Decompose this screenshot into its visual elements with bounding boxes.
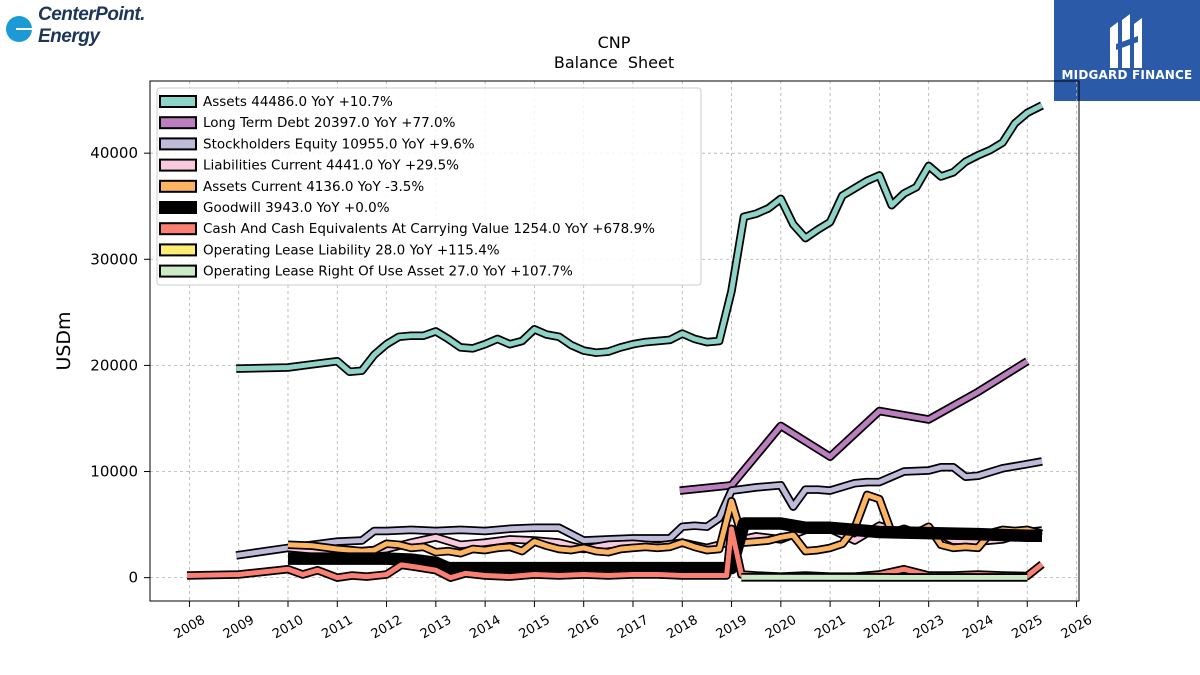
- legend-entry: Liabilities Current 4441.0 YoY +29.5%: [203, 158, 459, 174]
- x-tick-label: 2012: [369, 613, 405, 643]
- legend-swatch: [159, 95, 197, 108]
- centerpoint-logo-text: CenterPoint. Energy: [38, 4, 145, 48]
- legend-swatch: [159, 201, 197, 214]
- legend-entry: Stockholders Equity 10955.0 YoY +9.6%: [203, 136, 475, 152]
- y-tick-label: 10000: [90, 463, 138, 481]
- legend-swatch: [159, 264, 197, 278]
- x-tick-label: 2026: [1059, 613, 1095, 643]
- x-tick-label: 2019: [714, 613, 750, 643]
- series-goodwill-line: [288, 519, 1042, 573]
- x-tick-label: 2020: [763, 613, 799, 643]
- series-cash-and-cash-equivalents-at-carrying-value-line: [186, 526, 1044, 581]
- x-tick-label: 2010: [270, 613, 306, 643]
- midgard-mark-icon: [1110, 14, 1142, 68]
- legend-entry: Operating Lease Right Of Use Asset 27.0 …: [203, 264, 573, 280]
- y-tick-label: 30000: [90, 250, 138, 268]
- y-tick-label: 20000: [90, 356, 138, 374]
- legend-entry: Assets 44486.0 YoY +10.7%: [203, 94, 393, 110]
- x-tick-label: 2011: [319, 613, 355, 643]
- x-tick-label: 2024: [960, 613, 996, 643]
- chart-title: CNP: [598, 33, 631, 52]
- series-stockholders-equity-line: [235, 458, 1043, 558]
- midgard-finance-logo: MIDGARD FINANCE: [1054, 0, 1200, 101]
- series-long-term-debt-line: [679, 359, 1029, 494]
- legend-swatch: [159, 158, 197, 172]
- legend-swatch: [159, 137, 197, 151]
- x-tick-label: 2009: [221, 613, 257, 643]
- midgard-brand-text: MIDGARD FINANCE: [1061, 68, 1193, 82]
- x-tick-label: 2017: [615, 613, 651, 643]
- x-tick-label: 2025: [1009, 613, 1045, 643]
- plot-frame: [149, 80, 1080, 602]
- legend-entry: Operating Lease Liability 28.0 YoY +115.…: [203, 242, 500, 258]
- x-tick-label: 2013: [418, 613, 454, 643]
- series-assets-line: [236, 103, 1044, 375]
- y-tick-label: 40000: [90, 144, 138, 162]
- legend-entry: Assets Current 4136.0 YoY -3.5%: [203, 179, 424, 195]
- legend-entry: Cash And Cash Equivalents At Carrying Va…: [203, 221, 655, 237]
- legend-box: [156, 87, 702, 286]
- y-tick-label: 0: [128, 569, 138, 587]
- legend: Assets 44486.0 YoY +10.7% Long Term Debt …: [156, 87, 702, 286]
- centerpoint-dot-icon: [6, 16, 40, 42]
- legend-entry: Long Term Debt 20397.0 YoY +77.0%: [203, 115, 456, 131]
- centerpoint-logo-line1: CenterPoint.: [38, 4, 145, 25]
- chart-subtitle: Balance Sheet: [554, 53, 674, 72]
- x-tick-label: 2018: [664, 613, 700, 643]
- x-tick-label: 2022: [862, 613, 898, 643]
- x-tick-label: 2015: [517, 613, 553, 643]
- x-tick-label: 2014: [467, 613, 503, 643]
- x-tick-label: 2008: [172, 613, 208, 643]
- legend-swatch: [159, 222, 197, 236]
- legend-swatch: [159, 243, 197, 257]
- x-tick-label: 2023: [911, 613, 947, 643]
- centerpoint-logo-line2: Energy: [38, 26, 100, 47]
- centerpoint-logo: CenterPoint. Energy: [4, 4, 154, 54]
- x-tick-label: 2016: [566, 613, 602, 643]
- legend-swatch: [159, 116, 197, 130]
- x-tick-label: 2021: [812, 613, 848, 643]
- legend-swatch: [159, 179, 197, 193]
- y-axis-label: USDm: [53, 311, 75, 370]
- legend-entry: Goodwill 3943.0 YoY +0.0%: [203, 200, 390, 216]
- series-lines: [186, 101, 1045, 582]
